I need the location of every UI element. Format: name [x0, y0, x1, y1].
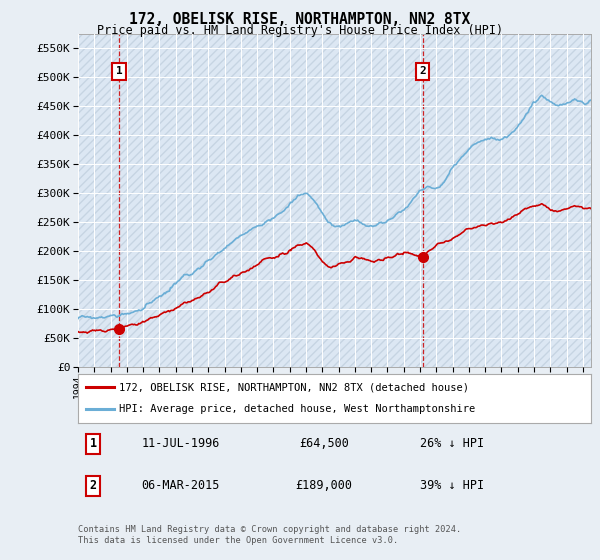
Text: Contains HM Land Registry data © Crown copyright and database right 2024.
This d: Contains HM Land Registry data © Crown c…	[78, 525, 461, 545]
Text: 2: 2	[419, 66, 426, 76]
Text: 172, OBELISK RISE, NORTHAMPTON, NN2 8TX (detached house): 172, OBELISK RISE, NORTHAMPTON, NN2 8TX …	[119, 382, 469, 393]
Text: £189,000: £189,000	[296, 479, 353, 492]
Text: HPI: Average price, detached house, West Northamptonshire: HPI: Average price, detached house, West…	[119, 404, 475, 414]
Text: 11-JUL-1996: 11-JUL-1996	[142, 437, 220, 450]
Text: 172, OBELISK RISE, NORTHAMPTON, NN2 8TX: 172, OBELISK RISE, NORTHAMPTON, NN2 8TX	[130, 12, 470, 27]
Text: 39% ↓ HPI: 39% ↓ HPI	[421, 479, 485, 492]
Text: 2: 2	[90, 479, 97, 492]
Text: 26% ↓ HPI: 26% ↓ HPI	[421, 437, 485, 450]
Text: 1: 1	[116, 66, 122, 76]
Text: Price paid vs. HM Land Registry's House Price Index (HPI): Price paid vs. HM Land Registry's House …	[97, 24, 503, 36]
Text: 06-MAR-2015: 06-MAR-2015	[142, 479, 220, 492]
Text: £64,500: £64,500	[299, 437, 349, 450]
Text: 1: 1	[90, 437, 97, 450]
